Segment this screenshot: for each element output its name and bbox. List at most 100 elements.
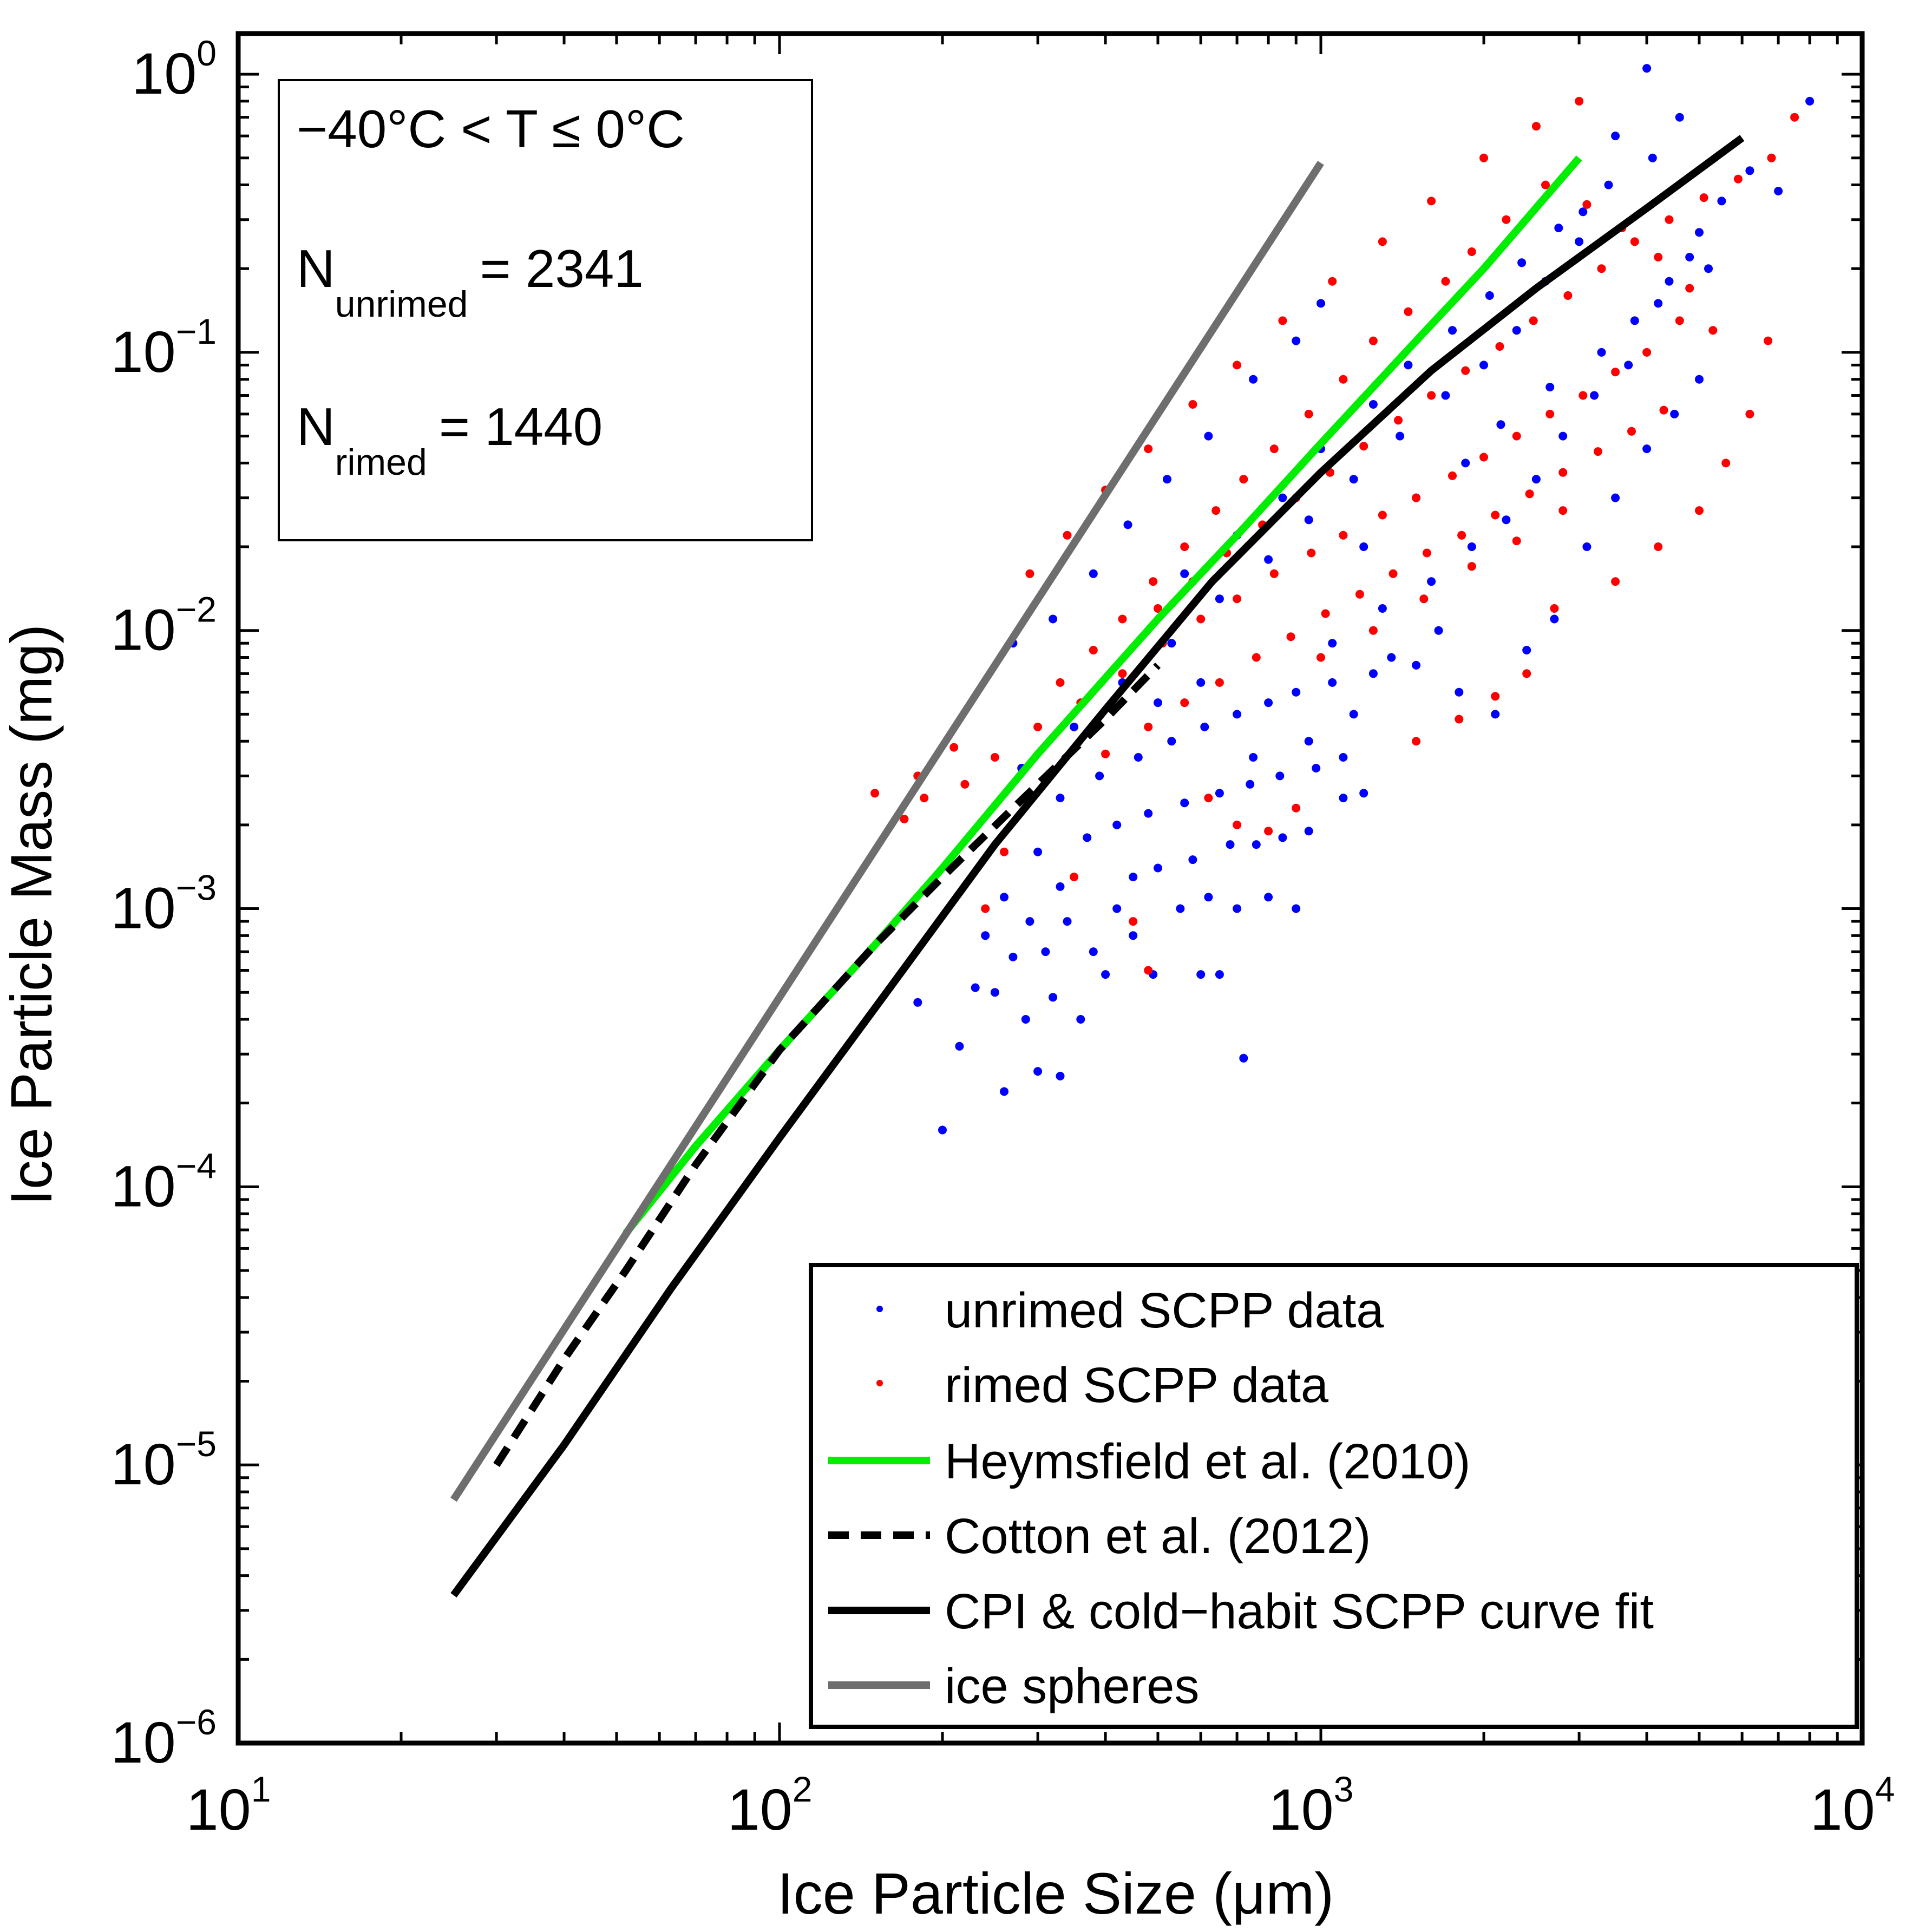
data-point-0-131 bbox=[1404, 361, 1413, 370]
data-point-0-30 bbox=[1056, 882, 1065, 891]
x-tick-label: 101 bbox=[186, 1769, 271, 1842]
data-point-0-47 bbox=[1275, 771, 1285, 781]
data-point-0-13 bbox=[990, 988, 999, 997]
y-tick-label: 100 bbox=[132, 33, 217, 106]
data-point-1-15 bbox=[1448, 471, 1457, 480]
data-point-1-92 bbox=[1412, 737, 1421, 746]
data-point-0-119 bbox=[1387, 653, 1396, 662]
data-point-1-80 bbox=[1204, 794, 1213, 803]
data-point-1-93 bbox=[1455, 715, 1464, 724]
data-point-0-94 bbox=[1264, 555, 1273, 564]
data-point-0-90 bbox=[1441, 391, 1450, 400]
data-point-0-50 bbox=[1056, 794, 1065, 803]
data-point-0-104 bbox=[1163, 475, 1171, 484]
series-line-5 bbox=[450, 161, 1324, 1502]
data-point-1-25 bbox=[1144, 722, 1153, 731]
data-point-1-98 bbox=[1654, 542, 1663, 551]
data-point-0-19 bbox=[1129, 931, 1138, 940]
data-point-0-25 bbox=[1204, 893, 1213, 902]
data-point-1-47 bbox=[1359, 442, 1368, 451]
data-point-0-89 bbox=[1479, 361, 1488, 370]
data-point-1-48 bbox=[1394, 416, 1403, 425]
scatter-layer bbox=[870, 64, 1815, 1135]
data-point-0-96 bbox=[1167, 639, 1176, 648]
data-point-1-29 bbox=[1286, 632, 1295, 641]
data-point-1-103 bbox=[1685, 284, 1694, 293]
data-point-1-70 bbox=[1144, 444, 1153, 454]
data-point-1-28 bbox=[1252, 653, 1261, 662]
data-point-0-39 bbox=[1359, 789, 1368, 798]
legend-label-ice-spheres: ice spheres bbox=[945, 1659, 1199, 1714]
legend-label-rimed: rimed SCPP data bbox=[945, 1358, 1329, 1413]
data-point-0-133 bbox=[1485, 291, 1494, 300]
data-point-1-113 bbox=[1339, 375, 1348, 384]
data-point-1-87 bbox=[981, 904, 990, 913]
data-point-1-110 bbox=[1441, 277, 1450, 286]
data-point-0-93 bbox=[1304, 515, 1313, 525]
legend-label-curve-fit: CPI & cold−habit SCPP curve fit bbox=[945, 1584, 1654, 1639]
data-point-1-77 bbox=[1467, 562, 1476, 571]
data-point-1-85 bbox=[1129, 917, 1138, 926]
data-point-1-122 bbox=[1056, 678, 1065, 687]
data-point-1-30 bbox=[1321, 609, 1330, 618]
data-point-1-39 bbox=[1627, 427, 1636, 436]
data-point-0-58 bbox=[1328, 678, 1337, 687]
data-point-0-82 bbox=[1774, 187, 1783, 195]
data-point-1-104 bbox=[1654, 253, 1663, 261]
data-point-0-68 bbox=[1670, 409, 1679, 418]
data-point-0-8 bbox=[1196, 970, 1206, 979]
data-point-0-1 bbox=[1000, 1087, 1008, 1096]
data-point-1-81 bbox=[1233, 820, 1242, 829]
data-point-0-33 bbox=[1188, 855, 1197, 865]
data-point-1-82 bbox=[1264, 827, 1273, 836]
data-point-1-13 bbox=[1378, 510, 1387, 520]
data-point-1-9 bbox=[1233, 594, 1242, 604]
data-point-0-100 bbox=[1317, 299, 1325, 308]
data-point-1-35 bbox=[1491, 510, 1500, 520]
legend-frame bbox=[809, 1263, 1859, 1729]
data-point-0-56 bbox=[1264, 698, 1273, 708]
data-point-0-88 bbox=[1512, 326, 1521, 335]
data-point-0-67 bbox=[1642, 444, 1652, 454]
data-point-1-64 bbox=[1427, 197, 1436, 206]
data-point-1-6 bbox=[1118, 669, 1127, 678]
data-point-1-3 bbox=[990, 753, 999, 762]
data-point-0-44 bbox=[1180, 798, 1189, 808]
data-point-0-106 bbox=[1089, 569, 1098, 578]
data-point-1-40 bbox=[1659, 405, 1668, 415]
data-point-1-69 bbox=[1188, 400, 1197, 409]
y-tick-label: 10−4 bbox=[111, 1145, 217, 1219]
data-point-1-102 bbox=[1764, 336, 1773, 345]
data-point-1-34 bbox=[1457, 531, 1466, 540]
y-axis-title: Ice Particle Mass (mg) bbox=[0, 624, 64, 1206]
data-point-1-106 bbox=[1582, 200, 1592, 209]
data-point-0-134 bbox=[1517, 258, 1527, 267]
data-point-0-125 bbox=[1154, 698, 1162, 708]
data-point-0-60 bbox=[1412, 660, 1421, 670]
data-point-1-33 bbox=[1422, 548, 1431, 558]
data-point-1-57 bbox=[1699, 193, 1708, 202]
data-point-0-4 bbox=[955, 1042, 964, 1051]
data-point-1-14 bbox=[1412, 493, 1421, 502]
data-point-0-64 bbox=[1550, 614, 1559, 624]
data-point-1-83 bbox=[1292, 803, 1301, 813]
data-point-0-70 bbox=[1378, 604, 1387, 613]
data-point-1-0 bbox=[900, 815, 909, 823]
data-point-1-22 bbox=[1675, 316, 1684, 325]
data-point-0-126 bbox=[1180, 569, 1189, 578]
data-point-1-50 bbox=[1461, 366, 1470, 375]
data-point-0-41 bbox=[1083, 833, 1092, 842]
data-point-0-95 bbox=[1215, 594, 1224, 604]
data-point-0-116 bbox=[1665, 277, 1674, 286]
data-point-0-5 bbox=[1021, 1015, 1030, 1024]
data-point-0-111 bbox=[1461, 459, 1470, 468]
data-point-1-31 bbox=[1355, 590, 1364, 599]
data-point-0-42 bbox=[1112, 820, 1122, 829]
data-point-0-52 bbox=[1134, 753, 1143, 762]
data-point-0-84 bbox=[1642, 64, 1652, 73]
y-tick-label: 10−1 bbox=[111, 311, 217, 384]
data-point-1-61 bbox=[1575, 96, 1584, 106]
data-point-1-97 bbox=[1611, 577, 1620, 586]
data-point-1-8 bbox=[1196, 614, 1206, 624]
data-point-1-12 bbox=[1339, 531, 1348, 540]
